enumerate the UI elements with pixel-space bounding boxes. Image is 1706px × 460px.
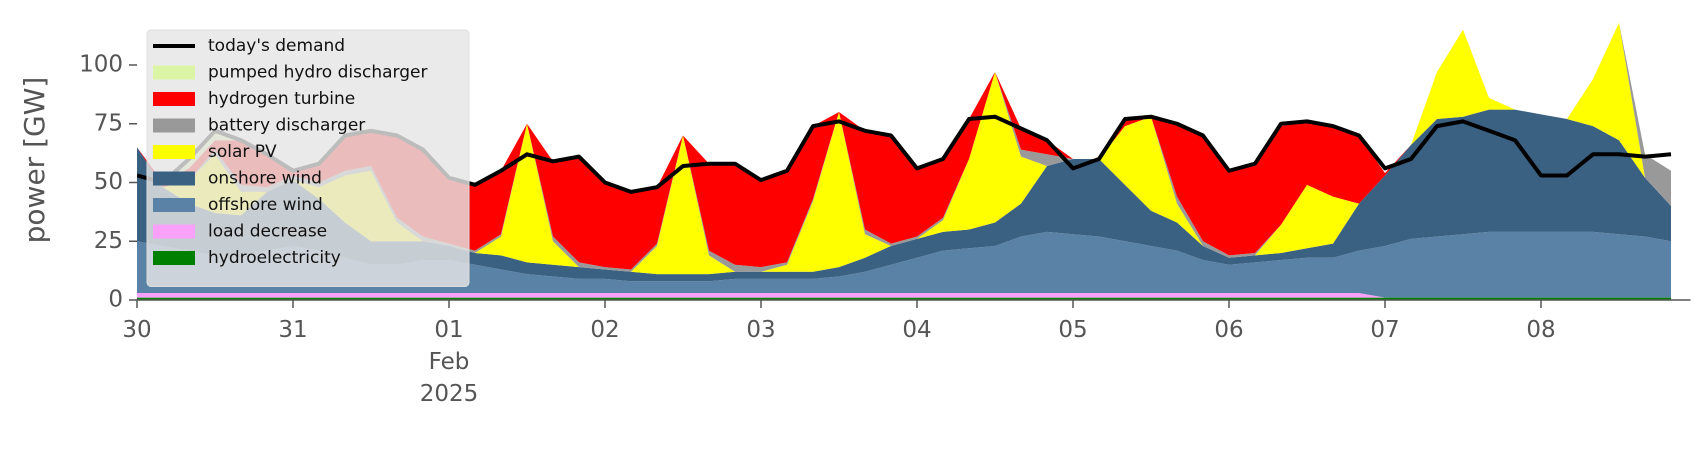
- legend-swatch: [153, 65, 195, 80]
- legend-swatch: [153, 118, 195, 133]
- axes: 0 25 50 75 100 30 31 01 Feb 2025 02 03 04 05 06 07 08: [79, 52, 1691, 407]
- area-series: [137, 292, 1671, 298]
- y-tick-label: 100: [79, 52, 123, 78]
- y-tick-label: 25: [94, 228, 123, 254]
- legend-label: pumped hydro discharger: [208, 63, 427, 83]
- legend-label: onshore wind: [208, 169, 322, 189]
- y-tick-label: 50: [94, 169, 123, 195]
- x-tick-label: 04: [902, 317, 931, 343]
- x-tick-label: 08: [1526, 317, 1555, 343]
- legend-label: today's demand: [208, 36, 345, 56]
- legend-swatch: [153, 92, 195, 106]
- x-tick-label: 06: [1214, 317, 1243, 343]
- y-tick-label: 75: [94, 110, 123, 136]
- legend-swatch: [153, 198, 195, 212]
- legend-box: [146, 29, 470, 287]
- legend-label: hydrogen turbine: [208, 89, 355, 109]
- legend-swatch: [153, 224, 195, 239]
- legend-swatch: [153, 251, 195, 265]
- y-axis-label: power [GW]: [18, 77, 51, 244]
- legend-label: offshore wind: [208, 195, 323, 215]
- legend-label: solar PV: [208, 142, 277, 162]
- legend-swatch: [153, 171, 195, 186]
- x-tick-label: 05: [1058, 317, 1087, 343]
- x-tick-label: 01 Feb 2025: [420, 317, 479, 407]
- legend-label: load decrease: [208, 222, 327, 242]
- x-tick-label: 03: [746, 317, 775, 343]
- x-tick-label: 07: [1370, 317, 1399, 343]
- legend-swatch: [153, 145, 195, 159]
- area-series: [137, 231, 1671, 298]
- y-tick-label: 0: [108, 287, 123, 313]
- x-tick-label: 31: [278, 317, 307, 343]
- area-series: [137, 22, 1671, 270]
- legend-label: hydroelectricity: [208, 248, 341, 268]
- legend-label: battery discharger: [208, 116, 365, 136]
- x-tick-label: 30: [122, 317, 151, 343]
- legend: today's demand pumped hydro discharger hyd…: [146, 29, 470, 287]
- area-series: [137, 109, 1671, 282]
- plot-area: [137, 22, 1672, 300]
- x-tick-label: 02: [590, 317, 619, 343]
- area-series: [137, 22, 1671, 275]
